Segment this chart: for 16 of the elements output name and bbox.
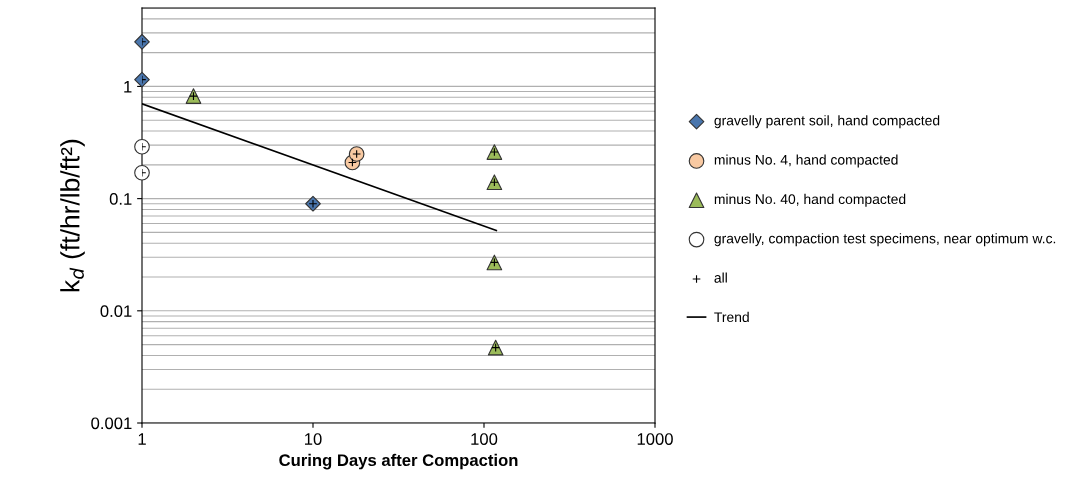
- x-tick-label: 10: [305, 433, 322, 445]
- x-axis-title: Curing Days after Compaction: [279, 453, 518, 470]
- legend-label: gravelly, compaction test specimens, near optimum w.c.: [714, 233, 1056, 247]
- y-tick-label: 1: [124, 80, 132, 93]
- y-axis-title: k$_{d}$ (ft/hr/lb/ft²): [60, 139, 85, 292]
- y-tick-label: 0.001: [91, 417, 132, 430]
- legend-label: minus No. 40, hand compacted: [714, 193, 906, 207]
- legend-label: minus No. 4, hand compacted: [714, 154, 898, 168]
- y-tick-label: 0.01: [100, 305, 132, 318]
- x-tick-label: 1000: [637, 433, 673, 445]
- legend-label: all: [714, 272, 727, 283]
- y-tick-label: 0.1: [109, 193, 132, 205]
- x-tick-label: 1: [138, 433, 146, 445]
- x-tick-label: 100: [471, 433, 498, 445]
- legend-label: Trend: [714, 311, 749, 323]
- legend-label: gravelly parent soil, hand compacted: [714, 115, 940, 129]
